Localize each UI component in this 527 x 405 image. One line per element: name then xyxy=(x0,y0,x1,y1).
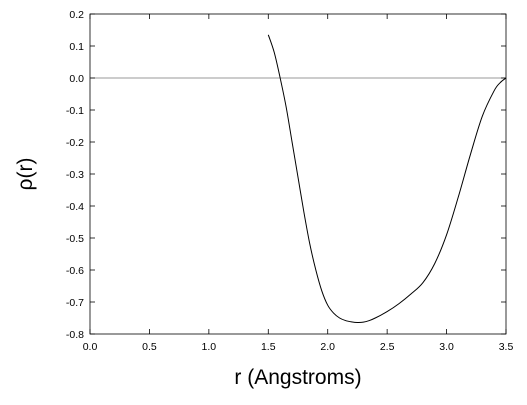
plot-frame xyxy=(89,13,507,335)
y-tick-label: 0.2 xyxy=(69,9,84,21)
y-tick-label: -0.6 xyxy=(66,265,84,277)
y-tick-label: 0.0 xyxy=(69,73,84,85)
x-tick-label: 3.5 xyxy=(499,341,514,353)
x-tick-label: 2.0 xyxy=(320,341,335,353)
y-tick-label: -0.4 xyxy=(66,201,84,213)
x-axis-ticks: 0.0 0.5 1.0 1.5 2.0 2.5 3.0 3.5 xyxy=(83,14,514,353)
x-tick-label: 3.0 xyxy=(439,341,454,353)
y-tick-label: -0.7 xyxy=(66,297,84,309)
x-axis-title: r (Angstroms) xyxy=(234,366,361,389)
y-tick-label: -0.5 xyxy=(66,233,84,245)
y-tick-label: -0.3 xyxy=(66,169,84,181)
y-axis-ticks: 0.2 0.1 0.0 -0.1 -0.2 -0.3 -0.4 -0.5 -0.6 -0.7 -0.… xyxy=(66,9,506,341)
y-axis-title: ρ(r) xyxy=(14,158,37,191)
x-tick-label: 2.5 xyxy=(380,341,395,353)
series-line xyxy=(267,34,507,323)
y-tick-label: 0.1 xyxy=(69,41,84,53)
x-tick-label: 0.0 xyxy=(83,341,98,353)
x-tick-label: 1.5 xyxy=(261,341,276,353)
x-tick-label: 0.5 xyxy=(142,341,157,353)
y-tick-label: -0.8 xyxy=(66,329,84,341)
x-tick-label: 1.0 xyxy=(202,341,217,353)
y-tick-label: -0.2 xyxy=(66,137,84,149)
y-tick-label: -0.1 xyxy=(66,105,84,117)
